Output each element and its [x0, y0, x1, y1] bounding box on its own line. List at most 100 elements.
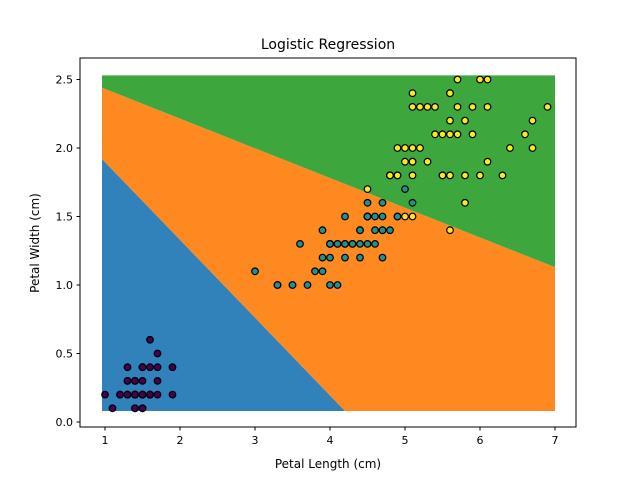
data-point-class-2: [393, 144, 402, 152]
data-point-class-2: [393, 171, 402, 180]
data-point-class-1: [326, 239, 334, 248]
x-tick-label: 4: [327, 434, 334, 447]
data-point-class-1: [408, 198, 417, 207]
data-point-class-0: [131, 377, 139, 385]
y-tick-label: 2.0: [56, 142, 74, 155]
data-point-class-0: [116, 390, 124, 399]
data-point-class-1: [326, 253, 334, 262]
data-point-class-2: [521, 130, 529, 139]
data-point-class-2: [528, 116, 537, 125]
data-point-class-2: [408, 157, 417, 166]
scatter-points: [101, 75, 552, 413]
data-point-class-2: [363, 185, 372, 194]
data-point-class-2: [401, 144, 409, 152]
chart-title: Logistic Regression: [261, 37, 395, 53]
y-axis: 0.0 0.5 1.0 1.5 2.0 2.5: [56, 74, 80, 429]
data-point-class-1: [288, 281, 297, 289]
data-point-class-1: [273, 281, 282, 289]
data-point-class-0: [138, 404, 147, 413]
data-point-class-2: [431, 130, 439, 139]
data-point-class-1: [341, 212, 349, 221]
x-axis-label: Petal Length (cm): [275, 457, 381, 471]
data-point-class-1: [356, 253, 364, 262]
data-point-class-0: [138, 390, 147, 399]
region-class-1: [102, 87, 555, 411]
data-point-class-0: [101, 390, 109, 399]
y-tick-label: 0.5: [56, 348, 74, 361]
data-point-class-2: [446, 171, 454, 180]
data-point-class-2: [453, 102, 462, 111]
x-tick-label: 3: [252, 434, 259, 447]
data-point-class-1: [318, 253, 327, 262]
data-point-class-2: [461, 116, 469, 125]
data-point-class-0: [131, 404, 139, 413]
data-point-class-0: [123, 390, 132, 399]
data-point-class-2: [386, 171, 394, 180]
y-axis-label: Petal Width (cm): [28, 193, 42, 293]
data-point-class-0: [123, 377, 132, 385]
data-point-class-1: [356, 226, 364, 235]
x-tick-label: 2: [177, 434, 184, 447]
data-point-class-2: [543, 102, 552, 111]
data-point-class-1: [333, 281, 342, 289]
data-point-class-2: [446, 130, 454, 139]
data-point-class-1: [251, 267, 259, 276]
data-point-class-0: [146, 363, 154, 372]
data-point-class-1: [378, 226, 387, 235]
x-tick-label: 6: [477, 434, 484, 447]
data-point-class-2: [401, 212, 409, 221]
data-point-class-2: [438, 130, 447, 139]
data-point-class-1: [378, 253, 387, 262]
data-point-class-2: [438, 171, 447, 180]
data-point-class-2: [408, 89, 417, 98]
data-point-class-1: [348, 239, 357, 248]
y-tick-label: 1.0: [56, 279, 74, 292]
data-point-class-2: [416, 144, 424, 152]
data-point-class-1: [363, 239, 372, 248]
data-point-class-2: [401, 157, 409, 166]
data-point-class-2: [408, 212, 417, 221]
y-tick-label: 0.0: [56, 416, 74, 429]
data-point-class-2: [476, 171, 484, 180]
data-point-class-2: [476, 75, 484, 84]
data-point-class-1: [401, 185, 409, 194]
data-point-class-1: [341, 253, 349, 262]
data-point-class-2: [408, 171, 417, 180]
data-point-class-1: [341, 239, 349, 248]
data-point-class-1: [386, 226, 394, 235]
data-point-class-2: [461, 171, 469, 180]
data-point-class-0: [131, 390, 139, 399]
data-point-class-2: [506, 144, 514, 152]
data-point-class-0: [138, 377, 147, 385]
data-point-class-1: [363, 198, 372, 207]
data-point-class-0: [153, 390, 162, 399]
data-point-class-0: [123, 363, 132, 372]
data-point-class-2: [446, 89, 454, 98]
data-point-class-0: [153, 363, 162, 372]
region-class-2: [102, 75, 555, 268]
data-point-class-0: [146, 335, 154, 344]
decision-regions: [102, 75, 555, 411]
data-point-class-2: [468, 102, 477, 111]
y-tick-label: 1.5: [56, 211, 74, 224]
data-point-class-2: [498, 171, 507, 180]
data-point-class-2: [461, 198, 469, 207]
data-point-class-0: [138, 363, 147, 372]
data-point-class-2: [423, 157, 432, 166]
data-point-class-1: [318, 226, 327, 235]
data-point-class-2: [453, 75, 462, 84]
data-point-class-2: [423, 102, 432, 111]
axes-frame: [79, 57, 577, 428]
data-point-class-1: [371, 239, 379, 248]
data-point-class-1: [296, 239, 304, 248]
data-point-class-2: [431, 102, 439, 111]
data-point-class-2: [453, 130, 462, 139]
data-point-class-1: [378, 198, 387, 207]
x-tick-label: 1: [102, 434, 109, 447]
data-point-class-1: [326, 281, 334, 289]
data-point-class-1: [311, 267, 319, 276]
y-tick-label: 2.5: [56, 74, 74, 87]
data-point-class-1: [378, 212, 387, 221]
data-point-class-2: [416, 102, 424, 111]
